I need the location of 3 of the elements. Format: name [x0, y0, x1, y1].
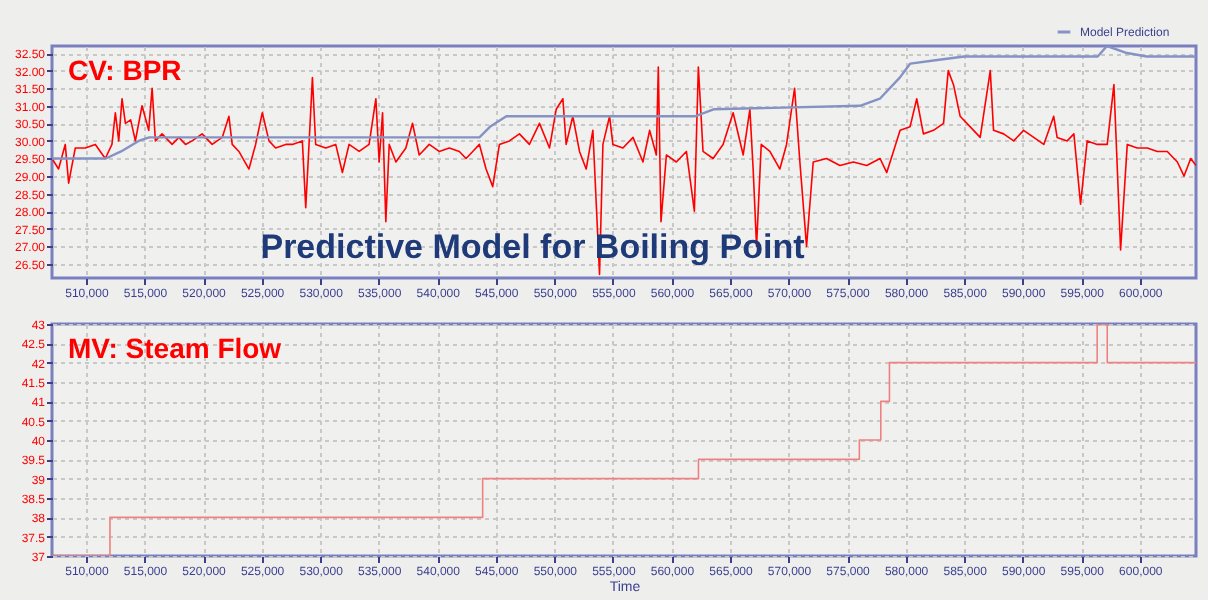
chart-title: MV: Steam Flow: [68, 332, 282, 364]
line-series: [52, 46, 1196, 160]
chart-title: CV: BPR: [68, 54, 182, 86]
